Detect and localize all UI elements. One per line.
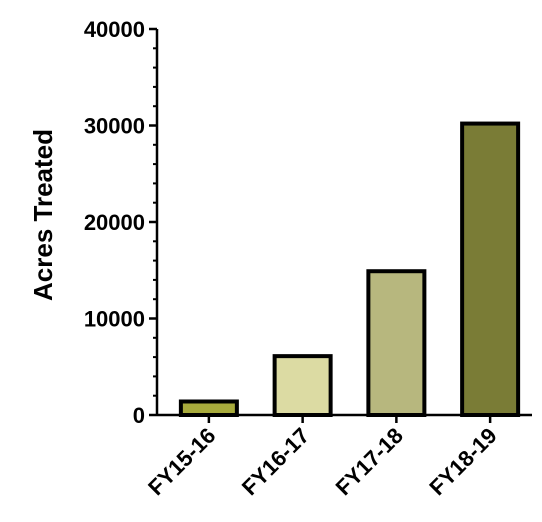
x-category-label: FY15-16 bbox=[143, 423, 220, 500]
y-axis-ticks: 0 10000 20000 30000 40000 bbox=[84, 17, 157, 428]
x-category-label: FY18-19 bbox=[424, 423, 501, 500]
y-axis-title: Acres Treated bbox=[28, 129, 58, 301]
bar-fy15-16 bbox=[178, 399, 239, 417]
y-tick-label: 10000 bbox=[84, 307, 145, 332]
y-tick-label: 30000 bbox=[84, 114, 145, 139]
bars bbox=[178, 121, 521, 418]
bar-fy18-19 bbox=[460, 121, 521, 417]
bar-fy16-17 bbox=[272, 354, 333, 418]
x-category-label: FY17-18 bbox=[331, 423, 408, 500]
bar-fy17-18 bbox=[366, 269, 427, 417]
y-tick-label: 20000 bbox=[84, 210, 145, 235]
x-category-label: FY16-17 bbox=[237, 423, 314, 500]
y-tick-label: 40000 bbox=[84, 17, 145, 42]
x-axis-category-labels: FY15-16 FY16-17 FY17-18 FY18-19 bbox=[143, 415, 502, 500]
y-tick-label: 0 bbox=[133, 403, 145, 428]
